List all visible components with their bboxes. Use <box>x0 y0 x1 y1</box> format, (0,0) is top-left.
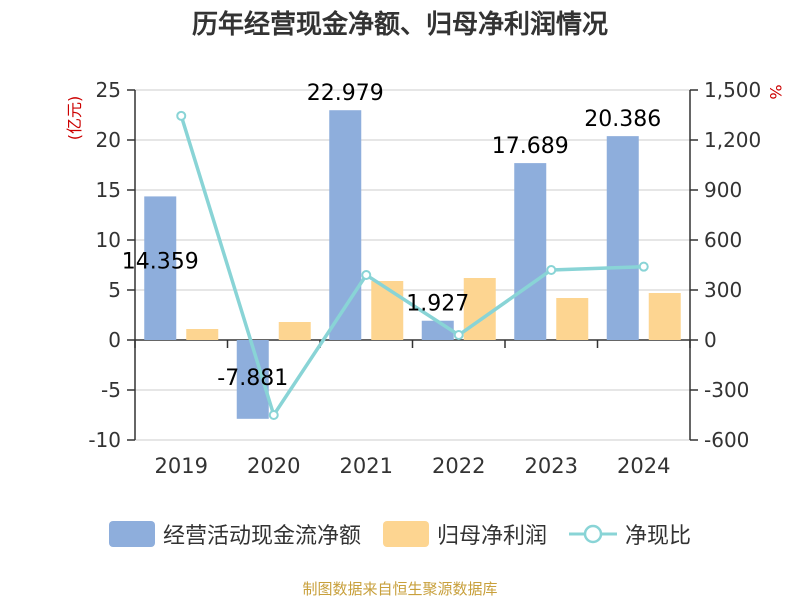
left-tick-label: 25 <box>96 78 121 102</box>
bar-profit-2020 <box>278 322 311 340</box>
data-label-cash-2024: 20.386 <box>584 107 661 132</box>
x-tick-label: 2021 <box>340 454 393 478</box>
bar-cash-2023 <box>514 163 547 340</box>
bar-profit-2024 <box>648 293 681 340</box>
legend-item-cash[interactable]: 经营活动现金流净额 <box>108 518 361 550</box>
ratio-point-2024 <box>638 261 649 272</box>
source-note: 制图数据来自恒生聚源数据库 <box>302 580 498 598</box>
x-tick-label: 2024 <box>617 454 670 478</box>
left-tick-label: -10 <box>88 428 121 452</box>
data-label-cash-2022: 1.927 <box>406 292 469 317</box>
ratio-point-2021 <box>361 270 372 280</box>
x-tick-label: 2020 <box>247 454 300 478</box>
ratio-point-2019 <box>176 110 187 121</box>
legend-swatch-cash <box>108 521 155 547</box>
data-label-cash-2021: 22.979 <box>307 81 384 106</box>
data-label-cash-2019: 14.359 <box>122 249 199 274</box>
bar-profit-2021 <box>371 281 404 340</box>
right-tick-label: 900 <box>704 178 742 202</box>
right-tick-label: 1,500 <box>704 78 761 102</box>
bar-profit-2019 <box>186 329 219 340</box>
left-tick-label: 15 <box>96 178 121 202</box>
x-tick-label: 2023 <box>525 454 578 478</box>
right-tick-label: 300 <box>704 278 742 302</box>
bar-cash-2024 <box>606 136 639 340</box>
legend-item-profit[interactable]: 归母净利润 <box>382 518 547 550</box>
bar-cash-2019 <box>144 196 177 340</box>
legend-item-ratio[interactable]: 净现比 <box>569 518 691 550</box>
right-tick-label: -300 <box>704 378 749 402</box>
legend-swatch-profit <box>382 521 429 547</box>
axes <box>127 89 698 441</box>
ratio-point-2022 <box>453 330 464 340</box>
legend: 经营活动现金流净额 归母净利润 净现比 <box>0 516 800 552</box>
ratio-point-2023 <box>546 265 557 275</box>
left-tick-label: 0 <box>108 328 121 352</box>
ratio-line <box>176 110 649 420</box>
x-tick-label: 2019 <box>155 454 208 478</box>
left-tick-label: 10 <box>96 228 121 252</box>
data-labels: -10 -5 0 5 10 15 20 25 -600 -300 0 300 600 900 1,200 1,… <box>65 78 785 478</box>
bar-cash-2021 <box>329 110 362 341</box>
legend-swatch-ratio <box>569 524 617 544</box>
bar-profit-2023 <box>556 298 589 340</box>
legend-label-cash: 经营活动现金流净额 <box>162 524 361 549</box>
legend-label-ratio: 净现比 <box>625 524 692 549</box>
right-axis-unit: % <box>766 84 785 99</box>
legend-label-profit: 归母净利润 <box>436 524 547 549</box>
right-tick-label: 0 <box>704 328 717 352</box>
left-axis-unit: (亿元) <box>65 96 84 141</box>
ratio-polyline <box>179 115 644 420</box>
data-label-cash-2023: 17.689 <box>492 134 569 159</box>
x-tick-label: 2022 <box>432 454 485 478</box>
right-tick-label: -600 <box>704 428 749 452</box>
right-tick-label: 600 <box>704 228 742 252</box>
right-tick-label: 1,200 <box>704 128 761 152</box>
chart-title: 历年经营现金净额、归母净利润情况 <box>191 10 608 40</box>
left-tick-label: 5 <box>108 278 121 302</box>
left-tick-label: 20 <box>96 128 121 152</box>
left-tick-label: -5 <box>101 378 121 402</box>
ratio-point-2020 <box>268 410 279 420</box>
data-label-cash-2020: -7.881 <box>217 366 288 391</box>
